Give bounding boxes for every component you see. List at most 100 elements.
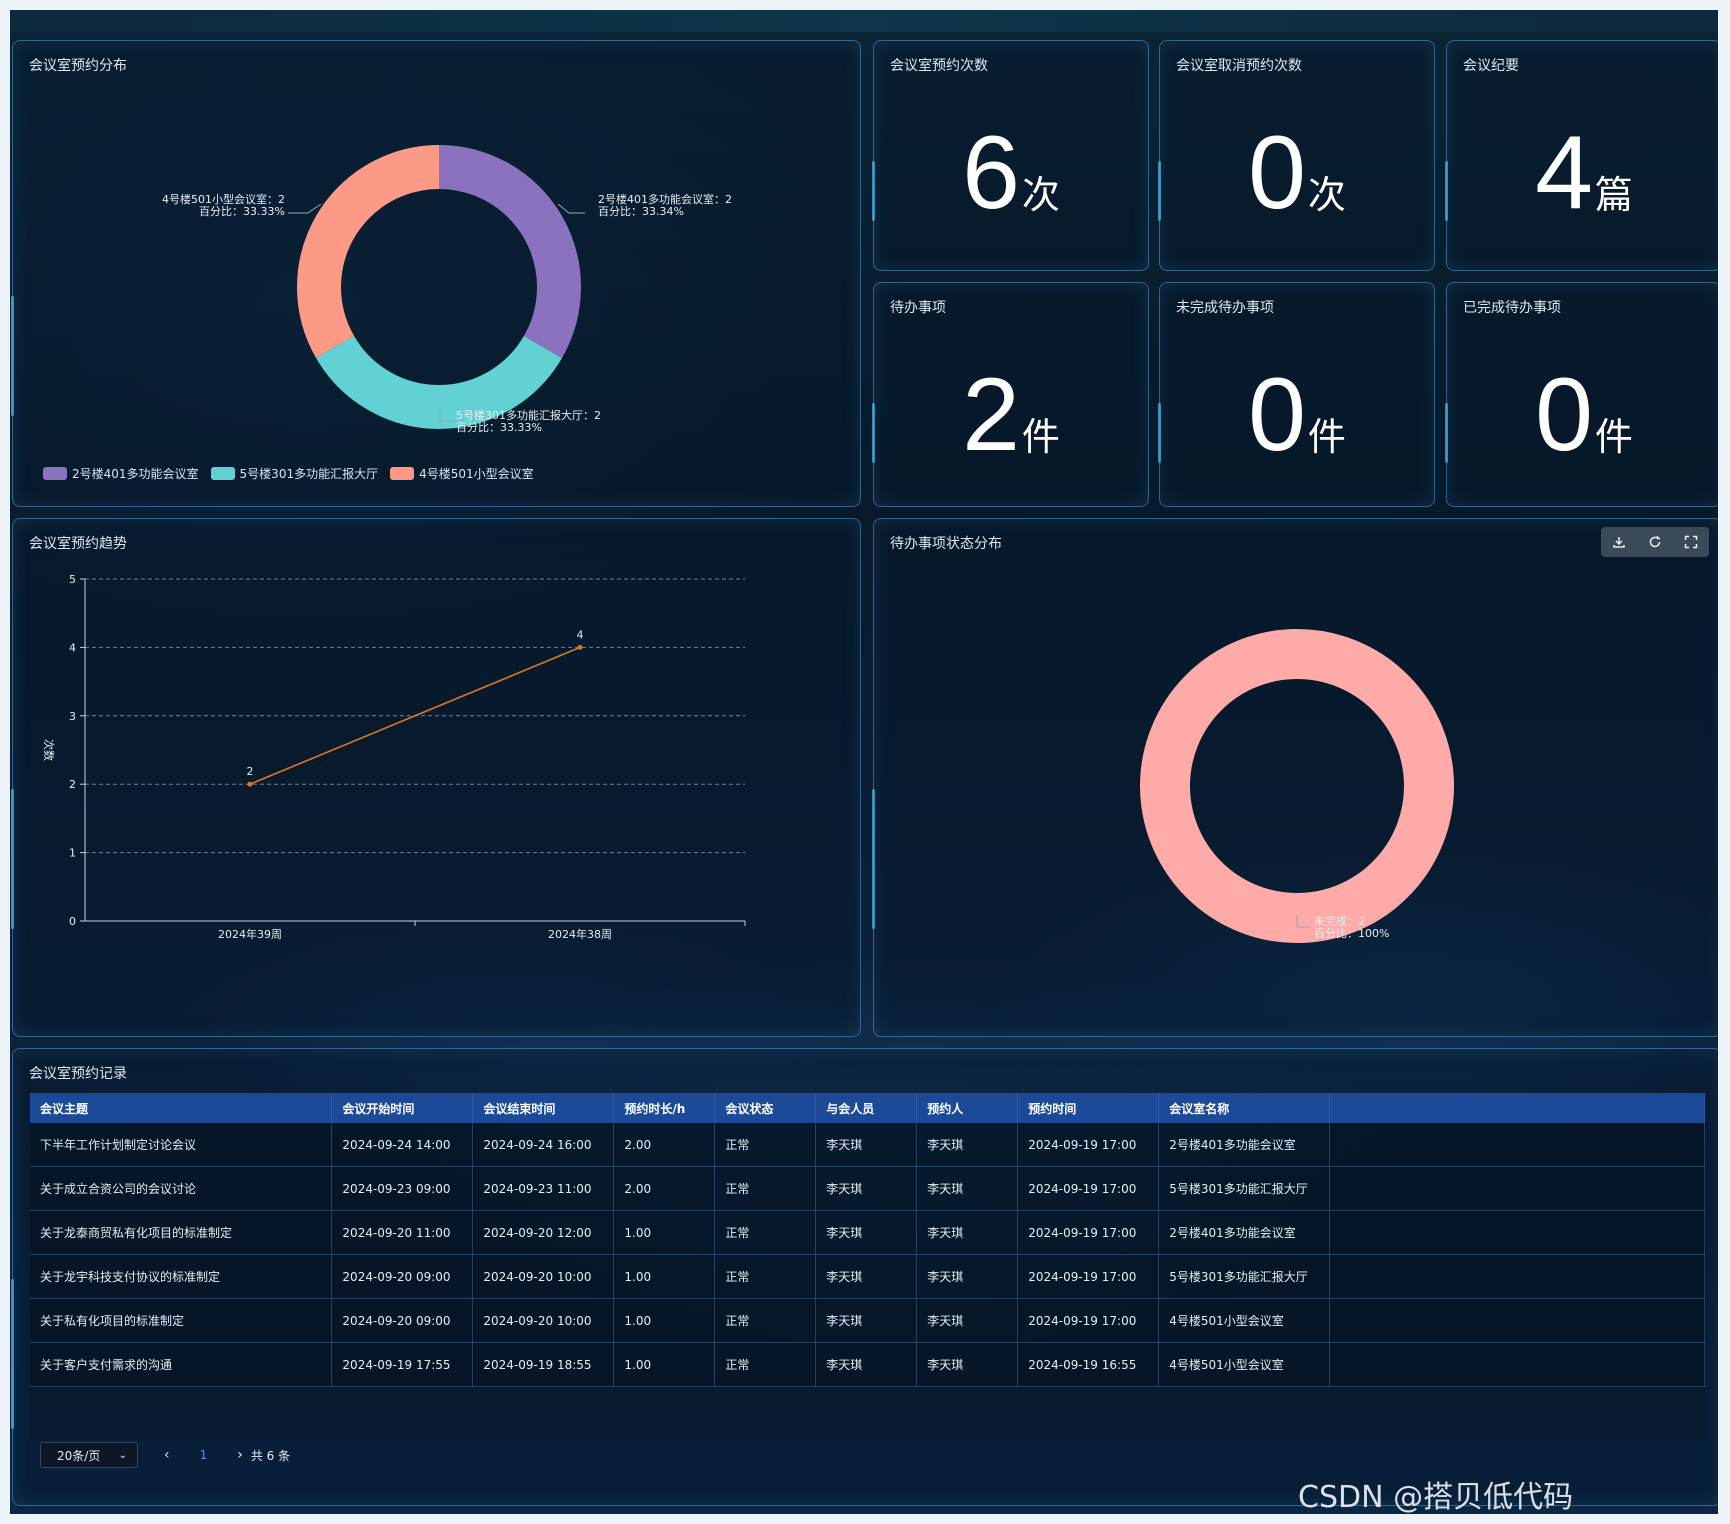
- donut-legend: 2号楼401多功能会议室 5号楼301多功能汇报大厅 4号楼501小型会议室: [43, 465, 534, 482]
- table-row[interactable]: 下半年工作计划制定讨论会议 2024-09-24 14:00 2024-09-24 …: [30, 1123, 1705, 1167]
- table-cell: 2.00: [613, 1123, 716, 1167]
- column-header[interactable]: 与会人员: [815, 1093, 918, 1123]
- legend-item-room5[interactable]: 5号楼301多功能汇报大厅: [210, 465, 378, 482]
- table-cell: 1.00: [613, 1342, 716, 1387]
- table-cell: 2024-09-19 17:00: [1017, 1298, 1160, 1343]
- pagination: 20条/页 ⌄ ‹ 1 › 共 6 条: [40, 1442, 290, 1468]
- stat-title: 会议室预约次数: [890, 58, 988, 74]
- stat-unit: 篇: [1594, 173, 1633, 217]
- table-cell: 正常: [714, 1254, 817, 1299]
- panel-edge-accent: [1158, 161, 1161, 221]
- table-cell: 关于私有化项目的标准制定: [30, 1298, 333, 1343]
- label-room2-pct: 百分比：33.34%: [598, 205, 684, 218]
- table-cell: 2024-09-20 10:00: [472, 1298, 615, 1343]
- column-header[interactable]: 会议状态: [714, 1093, 817, 1123]
- table-cell: 1.00: [613, 1298, 716, 1343]
- table-cell: 关于龙泰商贸私有化项目的标准制定: [30, 1210, 333, 1255]
- refresh-icon[interactable]: [1643, 531, 1667, 553]
- table-cell: 李天琪: [916, 1123, 1019, 1167]
- room-distribution-panel: 会议室预约分布 4号楼501小型会议室：2 百分比：33.33% 2号楼401多…: [11, 40, 861, 507]
- table-row[interactable]: 关于龙泰商贸私有化项目的标准制定 2024-09-20 11:00 2024-09-…: [30, 1210, 1705, 1255]
- table-row[interactable]: 关于成立合资公司的会议讨论 2024-09-23 09:00 2024-09-23 …: [30, 1166, 1705, 1211]
- label-room4-name: 4号楼501小型会议室：2: [162, 192, 285, 206]
- table-cell: 2024-09-19 16:55: [1017, 1342, 1160, 1387]
- stat-title: 已完成待办事项: [1463, 300, 1561, 316]
- legend-swatch: [390, 467, 415, 480]
- stat-value: 0件: [1447, 363, 1718, 467]
- column-header[interactable]: 预约时长/h: [613, 1093, 716, 1123]
- table-cell: 2024-09-19 17:00: [1017, 1123, 1160, 1167]
- table-row[interactable]: 关于私有化项目的标准制定 2024-09-20 09:00 2024-09-20 1…: [30, 1298, 1705, 1343]
- table-cell: 正常: [714, 1166, 817, 1211]
- label-room5-pct: 百分比：33.33%: [456, 421, 542, 434]
- label-room5-name: 5号楼301多功能汇报大厅：2: [456, 408, 601, 422]
- table-cell: 4号楼501小型会议室: [1158, 1342, 1331, 1387]
- stat-unit: 次: [1021, 173, 1060, 217]
- stat-value: 4篇: [1447, 121, 1718, 225]
- label-line-room2: [557, 203, 585, 214]
- page-number-current[interactable]: 1: [199, 1448, 208, 1462]
- next-page-icon[interactable]: ›: [237, 1447, 243, 1463]
- column-header[interactable]: 会议开始时间: [331, 1093, 474, 1123]
- page-size-select[interactable]: 20条/页 ⌄: [40, 1442, 138, 1468]
- table-cell: 李天琪: [815, 1342, 918, 1387]
- panel-edge-accent: [872, 161, 875, 221]
- table-cell: 李天琪: [815, 1298, 918, 1343]
- stat-unit: 次: [1307, 173, 1346, 217]
- table-row[interactable]: 关于客户支付需求的沟通 2024-09-19 17:55 2024-09-19 18…: [30, 1342, 1705, 1387]
- legend-item-room4[interactable]: 4号楼501小型会议室: [390, 465, 534, 482]
- table-cell: 李天琪: [916, 1298, 1019, 1343]
- legend-label: 4号楼501小型会议室: [419, 467, 534, 481]
- todo-donut-chart: 未完成：2 百分比：100%: [1140, 629, 1454, 943]
- table-cell: 李天琪: [815, 1254, 918, 1299]
- panel-edge-accent: [872, 403, 875, 463]
- panel-edge-accent: [1445, 161, 1448, 221]
- label-room2-name: 2号楼401多功能会议室：2: [598, 192, 732, 206]
- x-tick-label: 2024年38周: [548, 927, 612, 941]
- table-wrapper: 会议主题 会议开始时间 会议结束时间 预约时长/h 会议状态 与会人员 预约人 预约时间 会议室…: [30, 1093, 1705, 1439]
- fullscreen-icon[interactable]: [1679, 531, 1703, 553]
- table-cell: 2024-09-19 17:00: [1017, 1166, 1160, 1211]
- donut-slice-room5[interactable]: [297, 145, 581, 429]
- table-cell-spacer: [1329, 1254, 1705, 1299]
- table-cell: 4号楼501小型会议室: [1158, 1298, 1331, 1343]
- total-count: 共 6 条: [250, 1448, 291, 1463]
- y-tick-label: 1: [69, 847, 76, 860]
- download-icon[interactable]: [1607, 531, 1631, 553]
- panel-edge-accent: [11, 296, 14, 416]
- panel-edge-accent: [11, 1279, 14, 1429]
- legend-swatch: [210, 467, 235, 480]
- table-cell: 2024-09-24 14:00: [331, 1123, 474, 1167]
- data-label: 2: [247, 765, 254, 778]
- stat-unit: 件: [1021, 415, 1060, 459]
- panel-title: 会议室预约记录: [29, 1066, 127, 1082]
- donut-slice-room4[interactable]: [297, 145, 581, 429]
- table-cell: 2.00: [613, 1166, 716, 1211]
- column-header[interactable]: 会议主题: [30, 1093, 333, 1123]
- table-cell-spacer: [1329, 1123, 1705, 1167]
- line-chart: 0 1 2 3 4 5 次数 2024年39周 2024年38周 2 4: [42, 573, 746, 941]
- column-header[interactable]: 会议结束时间: [472, 1093, 615, 1123]
- table-cell: 5号楼301多功能汇报大厅: [1158, 1166, 1331, 1211]
- table-header: 会议主题 会议开始时间 会议结束时间 预约时长/h 会议状态 与会人员 预约人 预约时间 会议室…: [30, 1093, 1705, 1123]
- column-header[interactable]: 预约时间: [1017, 1093, 1160, 1123]
- y-tick-label: 5: [69, 573, 76, 586]
- table-cell: 2024-09-20 12:00: [472, 1210, 615, 1255]
- column-header[interactable]: 预约人: [916, 1093, 1019, 1123]
- column-header[interactable]: 会议室名称: [1158, 1093, 1331, 1123]
- y-tick-label: 0: [69, 915, 76, 928]
- table-cell: 2024-09-19 18:55: [472, 1342, 615, 1387]
- label-room4-pct: 百分比：33.33%: [199, 205, 285, 218]
- stat-card-todos-open: 未完成待办事项 0件: [1158, 282, 1435, 507]
- donut-slice-open[interactable]: [1140, 629, 1454, 943]
- legend-item-room2[interactable]: 2号楼401多功能会议室: [43, 465, 199, 482]
- chevron-down-icon: ⌄: [118, 1449, 127, 1461]
- table-row[interactable]: 关于龙宇科技支付协议的标准制定 2024-09-20 09:00 2024-09-2…: [30, 1254, 1705, 1299]
- y-tick-label: 3: [69, 710, 76, 723]
- table-cell: 正常: [714, 1342, 817, 1387]
- y-axis-label: 次数: [42, 739, 56, 761]
- y-tick-label: 4: [69, 641, 76, 654]
- prev-page-icon[interactable]: ‹: [164, 1447, 170, 1463]
- table-cell: 李天琪: [916, 1342, 1019, 1387]
- stat-value: 0次: [1160, 121, 1434, 225]
